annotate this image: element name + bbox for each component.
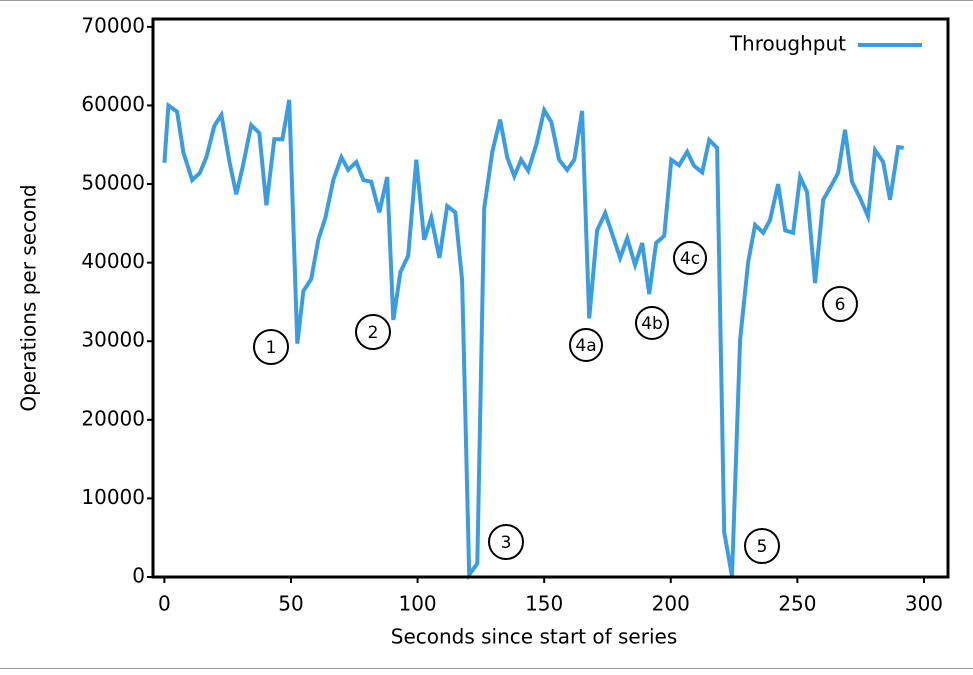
annotation-label: 4b bbox=[641, 314, 663, 334]
annotation-circle bbox=[355, 314, 391, 350]
y-tick-label: 70000 bbox=[81, 13, 145, 37]
throughput-line bbox=[162, 99, 904, 581]
annotation: 2 bbox=[355, 314, 391, 350]
annotation-circle bbox=[569, 328, 603, 362]
annotation: 4c bbox=[673, 241, 707, 275]
annotation: 4b bbox=[635, 306, 669, 340]
plot-frame bbox=[151, 17, 950, 579]
x-tick-label: 200 bbox=[652, 592, 690, 616]
annotation-label: 1 bbox=[266, 338, 277, 358]
annotation-label: 5 bbox=[757, 537, 768, 557]
annotation-circle bbox=[488, 524, 524, 560]
x-tick-label: 0 bbox=[158, 592, 171, 616]
annotation-label: 4a bbox=[575, 336, 596, 356]
annotation: 6 bbox=[822, 286, 858, 322]
y-tick-label: 20000 bbox=[81, 406, 145, 430]
y-tick-label: 0 bbox=[132, 564, 145, 588]
annotation: 5 bbox=[744, 528, 780, 564]
y-tick-label: 60000 bbox=[81, 92, 145, 116]
annotation-label: 4c bbox=[680, 249, 700, 269]
x-tick-label: 150 bbox=[525, 592, 563, 616]
y-tick-label: 30000 bbox=[81, 328, 145, 352]
annotation-circle bbox=[822, 286, 858, 322]
annotation-circle bbox=[635, 306, 669, 340]
annotation-circle bbox=[253, 329, 289, 365]
annotation-circle bbox=[744, 528, 780, 564]
y-tick-label: 10000 bbox=[81, 485, 145, 509]
annotation: 1 bbox=[253, 329, 289, 365]
annotation: 4a bbox=[569, 328, 603, 362]
x-tick-label: 100 bbox=[398, 592, 436, 616]
x-tick-label: 50 bbox=[278, 592, 303, 616]
annotation-label: 3 bbox=[501, 533, 512, 553]
x-tick-label: 300 bbox=[905, 592, 943, 616]
annotation: 3 bbox=[488, 524, 524, 560]
y-tick-label: 50000 bbox=[81, 171, 145, 195]
annotation-label: 2 bbox=[368, 323, 379, 343]
legend-label: Throughput bbox=[729, 32, 846, 56]
annotation-label: 6 bbox=[835, 295, 846, 315]
y-axis-label: Operations per second bbox=[17, 184, 41, 411]
x-tick-label: 250 bbox=[778, 592, 816, 616]
y-tick-label: 40000 bbox=[81, 249, 145, 273]
x-axis-label: Seconds since start of series bbox=[391, 625, 678, 649]
annotation-circle bbox=[673, 241, 707, 275]
